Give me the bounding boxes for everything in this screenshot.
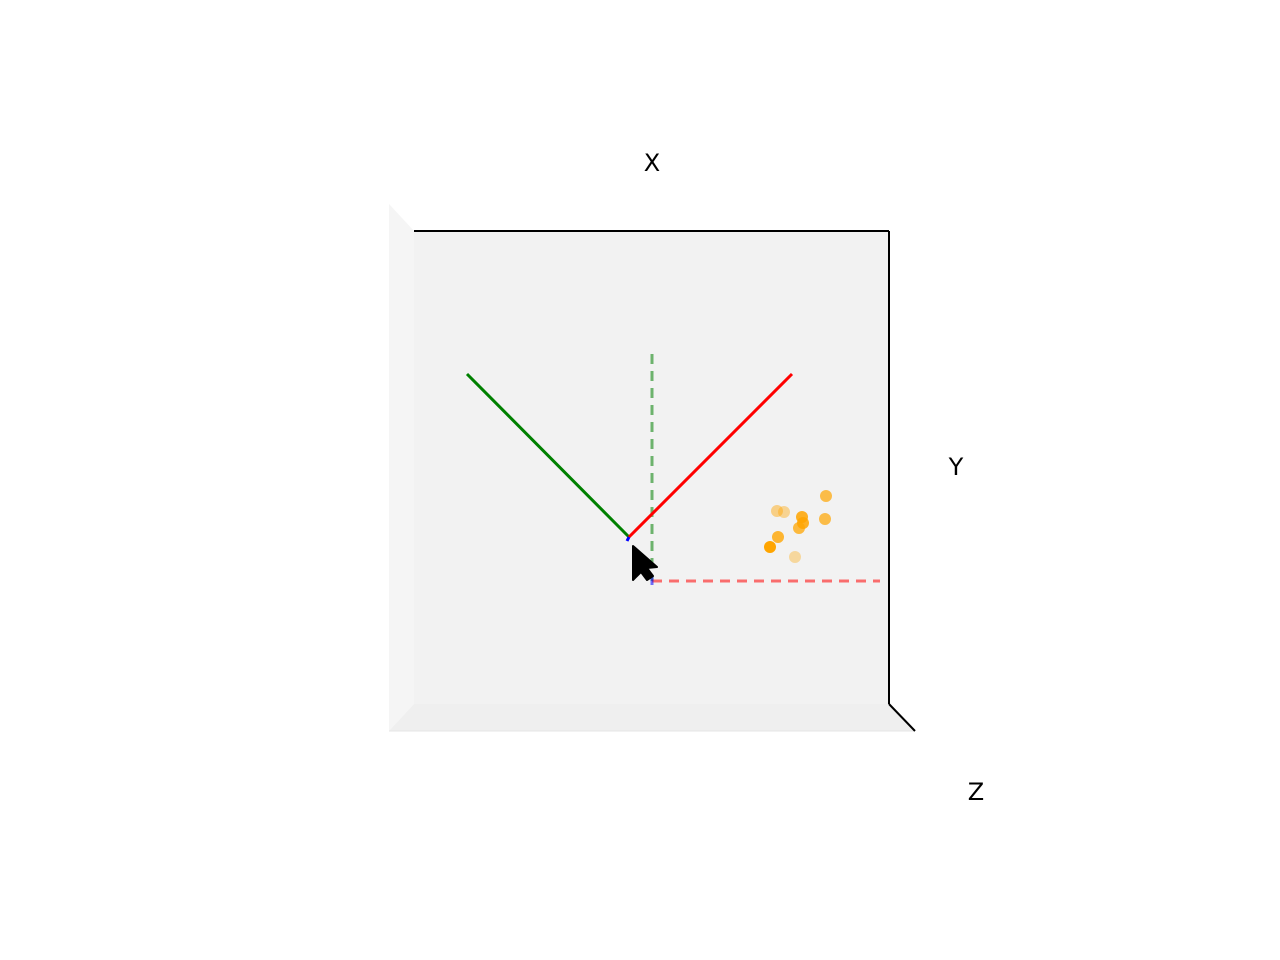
- arrow-cursor-icon: [632, 545, 658, 581]
- corner-frame-edge: [888, 703, 916, 732]
- x-axis-line: [627, 372, 794, 539]
- y-axis-label: Y: [948, 453, 964, 481]
- data-point: [778, 506, 790, 518]
- floor-pane: [389, 704, 915, 731]
- axes-panes: [389, 204, 915, 732]
- data-point: [789, 551, 801, 563]
- back-pane: [414, 231, 889, 704]
- z-axis-label: Z: [968, 778, 984, 806]
- data-point: [820, 490, 832, 502]
- data-point: [764, 541, 776, 553]
- y-axis-line: [465, 372, 631, 539]
- scatter-points: [764, 490, 832, 563]
- axes-frame: [414, 230, 916, 732]
- data-point: [771, 505, 783, 517]
- data-point: [819, 513, 831, 525]
- x-axis-label: X: [644, 149, 660, 177]
- axis-vectors: [465, 372, 794, 542]
- data-point: [772, 531, 784, 543]
- left-side-pane: [389, 204, 414, 731]
- data-point: [793, 522, 805, 534]
- z-axis-line: [625, 536, 631, 542]
